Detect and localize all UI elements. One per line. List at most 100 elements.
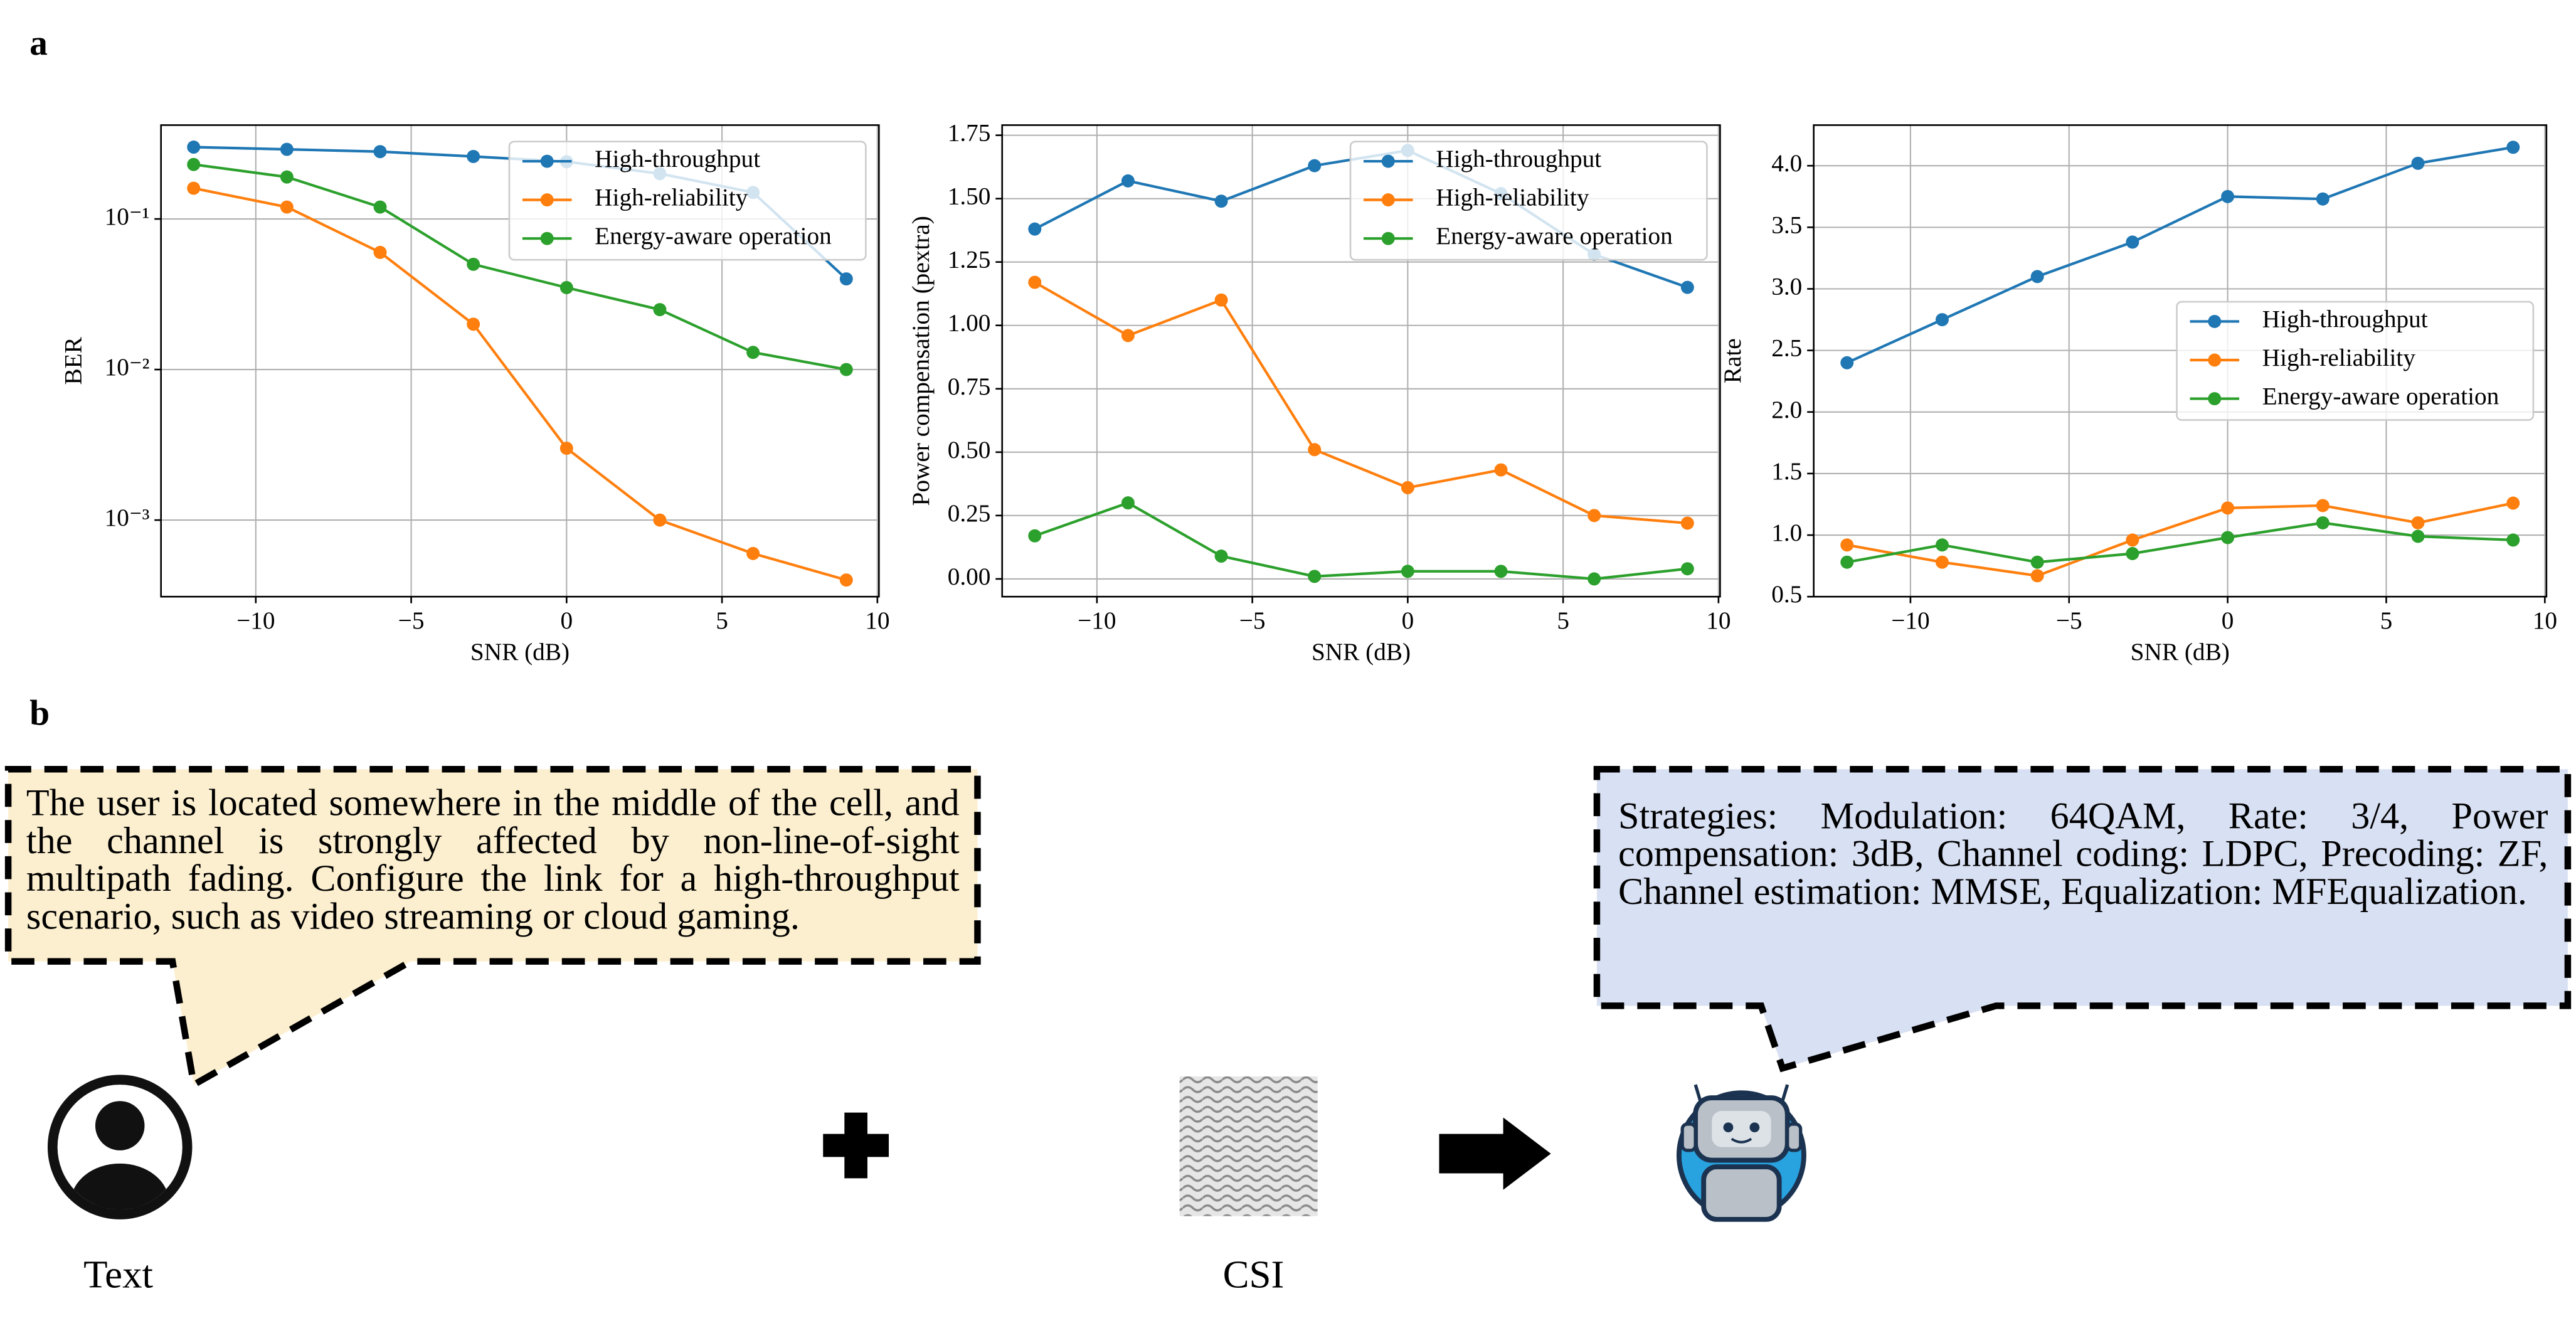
point [653,303,667,317]
point [1308,570,1322,583]
legend-label: High-throughput [1436,146,1601,173]
y-axis-label: Power compensation (pextra) [908,216,935,506]
y-tick-label: 2.5 [1771,335,1802,362]
y-tick-label: 0.00 [948,563,991,590]
point [1840,538,1854,552]
point [2126,547,2139,560]
point [1214,293,1228,307]
legend-label: Energy-aware operation [595,223,832,250]
point [1028,222,1042,236]
point [467,149,480,163]
point [187,181,201,195]
y-axis-label: Rate [1719,338,1746,383]
csi-image [1179,1076,1318,1216]
user-bubble [4,765,981,1090]
legend-marker [1381,231,1395,245]
x-tick-label: 10 [1706,607,1731,634]
legend-box [508,141,867,261]
point [1028,529,1042,543]
point [373,245,387,259]
point [1935,313,1949,327]
point [1121,174,1135,188]
point [2506,141,2520,154]
point [1401,565,1414,578]
point [1587,509,1601,523]
x-tick-label: 0 [2222,607,2234,634]
point [1935,555,1949,569]
point [2030,569,2044,583]
point [559,442,573,455]
legend-box [2176,300,2535,421]
series-line [1847,501,2514,577]
point [2221,531,2235,544]
point [2316,516,2330,529]
plus-icon [823,1112,889,1179]
robot-icon [1676,1084,1806,1222]
point [2030,555,2044,569]
x-tick-label: 0 [1402,607,1414,634]
x-tick-label: −10 [1078,607,1116,634]
y-tick-label: 1.75 [948,120,991,147]
x-tick-label: −5 [398,607,425,634]
x-tick-label: 5 [2380,607,2393,634]
point [1308,443,1322,457]
legend-marker [540,231,554,245]
legend-box [1349,141,1708,261]
user-icon [47,1075,193,1219]
legend-label: High-reliability [595,184,748,211]
point [1680,562,1694,576]
x-tick-label: −10 [236,607,275,634]
user-text-box: The user is located somewhere in the mid… [26,783,960,937]
output-text: Strategies: Modulation: 64QAM, Rate: 3/4… [1618,797,2548,913]
plot-frame [160,124,880,598]
point [746,546,760,560]
point [1214,194,1228,208]
legend-marker [540,154,554,168]
point [1121,496,1135,510]
point [2126,235,2139,249]
point [2411,156,2425,170]
legend-marker [1381,193,1395,207]
point [467,257,480,271]
point [373,145,387,159]
user-text: The user is located somewhere in the mid… [26,783,960,937]
y-tick-label: 1.00 [948,310,991,337]
legend-label: High-throughput [2262,305,2428,332]
point [2411,529,2425,543]
y-tick-label: 1.50 [948,183,991,210]
input-label: CSI [1223,1253,1285,1297]
legend-marker [2208,314,2222,328]
arrow-icon [1439,1117,1551,1190]
legend-label: Energy-aware operation [2262,383,2499,410]
legend-label: High-reliability [2262,344,2416,371]
point [1494,463,1508,477]
point [1308,159,1322,173]
point [2126,533,2139,547]
point [1680,516,1694,530]
y-tick-label: 1.25 [948,247,991,274]
point [280,170,294,184]
series-line [193,187,847,582]
y-tick-label: 0.25 [948,500,991,527]
point [1121,329,1135,343]
point [839,363,853,376]
x-tick-label: −5 [1239,607,1266,634]
panel-label: a [29,23,48,63]
plot-frame [1813,124,2548,598]
point [2030,270,2044,284]
point [373,200,387,214]
point [280,200,294,214]
x-tick-label: −5 [2056,607,2082,634]
x-tick-label: 10 [865,607,889,634]
y-tick-label: 0.5 [1771,581,1802,608]
series-line [1034,281,1688,525]
point [839,573,853,587]
series-line [193,163,847,371]
y-tick-label: 4.0 [1771,150,1802,177]
point [1840,555,1854,569]
point [839,272,853,286]
point [2411,516,2425,529]
point [1840,356,1854,369]
point [467,317,480,331]
